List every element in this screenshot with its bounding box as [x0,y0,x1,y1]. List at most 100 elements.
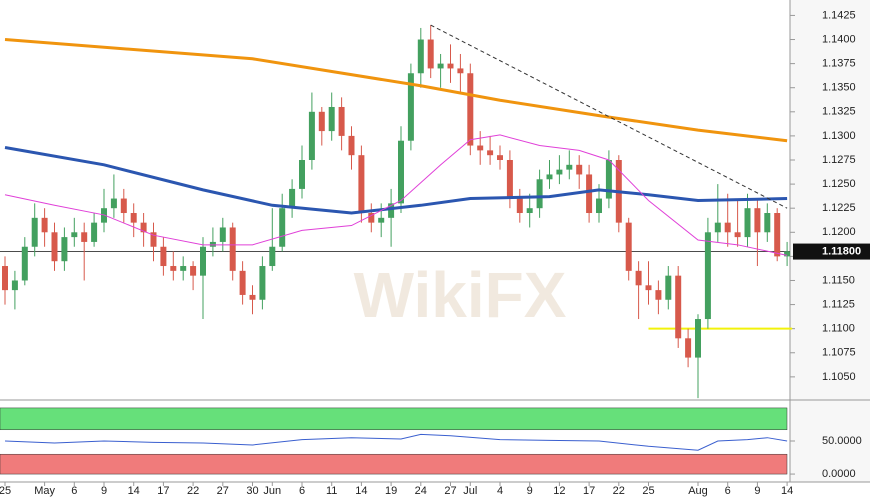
y-tick-label: 1.1350 [822,82,856,94]
y-tick-label: 1.1400 [822,33,856,45]
y-tick-label: 1.1125 [822,298,855,310]
y-tick-label: 1.1225 [822,202,856,214]
candle-body [477,145,484,151]
candle-body [170,266,177,271]
y-tick-label: 1.1100 [822,323,855,335]
candle-body [685,338,692,358]
candle-body [724,222,731,233]
x-tick-label: 6 [725,485,731,497]
candle-body [289,188,296,209]
candle-body [200,246,206,276]
candle-body [318,111,325,132]
candle-body [497,155,503,160]
candle-body [784,251,791,257]
candle-body [526,208,533,214]
candle-body [81,232,88,242]
candle-body [695,319,701,358]
x-tick-label: 22 [187,485,199,497]
y-tick-label: 1.1075 [822,347,856,359]
indicator-tick-label: 0.0000 [822,468,856,480]
candle-body [160,246,167,267]
y-tick-label: 1.1050 [822,371,856,383]
price-axis-area [790,0,870,482]
candle-body [61,237,68,262]
x-tick-label: 6 [299,485,305,497]
x-tick-label: 25 [642,485,654,497]
candle-body [605,160,612,199]
moving-average [4,145,788,215]
candle-body [665,275,672,300]
candle-body [130,213,137,223]
candle-body [714,222,721,233]
x-tick-label: Jul [463,485,477,497]
candle-body [655,290,662,300]
x-tick-label: 14 [781,485,793,497]
x-tick-label: 9 [101,485,107,497]
x-tick-label: 27 [444,485,456,497]
candle-body [734,232,741,238]
candle-body [586,174,593,214]
candle-body [635,270,642,286]
candle-body [645,285,652,291]
candle-body [180,266,187,271]
x-tick-label: 30 [246,485,258,497]
y-tick-label: 1.1375 [822,58,856,70]
candle-body [71,232,78,238]
last-price-label: 1.11800 [822,245,861,257]
x-tick-label: 24 [415,485,427,497]
x-tick-label: 27 [217,485,229,497]
x-tick-label: 17 [583,485,595,497]
x-tick-label: 6 [71,485,77,497]
y-tick-label: 1.1425 [822,9,856,21]
x-tick-label: 25 [0,485,11,497]
candle-body [427,39,434,69]
candle-body [447,63,454,69]
candle-body [754,208,761,233]
last-price-box [793,243,870,260]
candle-body [388,203,395,218]
candle-body [338,106,345,136]
indicator-line [4,433,788,451]
candle-body [516,198,523,214]
candle-body [2,266,8,291]
x-tick-label: 9 [527,485,533,497]
y-tick-label: 1.1250 [822,178,856,190]
x-tick-label: 19 [385,485,397,497]
candle-body [536,179,543,209]
candle-body [378,217,385,223]
moving-average [4,38,788,143]
candle-body [358,155,365,214]
candle-body [407,73,414,141]
x-tick-label: 9 [754,485,760,497]
candle-body [150,232,157,247]
x-tick-label: Jun [263,485,281,497]
candle-body [239,270,246,295]
x-tick-label: 14 [128,485,140,497]
candle-body [91,222,98,242]
candle-body [457,68,464,74]
candle-body [368,213,375,223]
watermark: WikiFX [354,259,567,331]
x-tick-label: 14 [355,485,367,497]
candle-body [398,140,404,204]
candle-body [299,160,305,189]
candle-body [219,227,226,242]
candle-body [269,246,276,267]
candle-body [417,39,424,74]
y-tick-label: 1.1300 [822,130,856,142]
moving-average [4,134,788,256]
candle-body [744,208,751,238]
x-tick-label: May [34,485,55,497]
candle-body [279,208,286,247]
candle-body [140,222,147,233]
y-tick-label: 1.1150 [822,274,855,286]
candle-body [41,217,48,233]
candle-body [556,169,563,175]
candle-body [625,222,632,271]
candle-body [596,198,602,214]
indicator-tick-label: 50.0000 [822,435,862,447]
indicator-zone [0,453,788,475]
candle-body [704,232,711,320]
x-tick-label: 17 [157,485,169,497]
